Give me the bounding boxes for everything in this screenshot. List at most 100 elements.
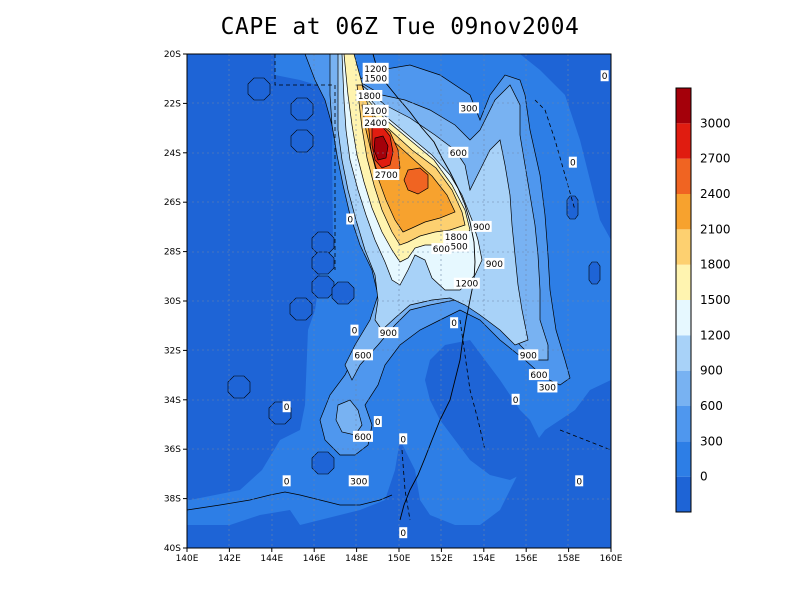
colorbar-segment	[676, 88, 691, 124]
colorbar-segment	[676, 158, 691, 194]
contour-label-bg	[528, 369, 549, 381]
contour-label-bg	[484, 257, 505, 269]
lon-tick-label: 152E	[430, 554, 453, 564]
lat-tick-label: 38S	[164, 495, 181, 505]
lon-tick-label: 142E	[218, 554, 241, 564]
contour-label-bg	[448, 146, 469, 158]
bass-strait-outline	[187, 491, 393, 511]
contour-label: 1800	[358, 92, 381, 102]
colorbar-label: 1800	[700, 258, 731, 272]
contour-label-bg	[431, 243, 452, 255]
lat-axis: 20S 22S 24S 26S 28S 30S 32S 34S 36S 38S 40S	[164, 50, 187, 554]
contour-label-bg	[537, 381, 558, 393]
contour-label: 1800	[445, 233, 468, 243]
contour-label-bg	[443, 240, 470, 252]
contour-label: 0	[347, 215, 353, 225]
colorbar-segment	[676, 123, 691, 159]
lat-tick-label: 36S	[164, 445, 181, 455]
contour-label: 2400	[364, 119, 387, 129]
lon-axis: 140E 142E 144E 146E 148E 150E 152E 154E 156E 158E…	[176, 548, 623, 564]
contour-label: 0	[602, 72, 608, 82]
lon-tick-label: 158E	[557, 554, 580, 564]
lat-tick-label: 20S	[164, 50, 181, 60]
contour-label-bg	[356, 89, 383, 101]
contour-label-bg	[362, 72, 389, 84]
contour-label-bg	[282, 475, 291, 487]
contour-label: 0	[513, 396, 519, 406]
contour-label: 600	[354, 433, 371, 443]
lon-tick-label: 150E	[388, 554, 411, 564]
contour-label-bg	[458, 102, 479, 114]
contour-label-bg	[282, 401, 291, 413]
lat-tick-label: 24S	[164, 149, 181, 159]
lon-tick-label: 156E	[515, 554, 538, 564]
colorbar-segment	[676, 194, 691, 230]
colorbar-label: 1500	[700, 293, 731, 307]
boundary-lines	[274, 54, 611, 521]
colorbar-frame	[675, 87, 692, 513]
contour-label-bg	[600, 70, 609, 82]
map-grid	[187, 54, 611, 548]
lat-tick-label: 40S	[164, 544, 181, 554]
contour-label: 2700	[375, 171, 398, 181]
dark-cells	[227, 77, 601, 475]
contour-label-bg	[575, 475, 584, 487]
colorbar-segment	[676, 264, 691, 300]
contour-label: 0	[375, 418, 381, 428]
contour-label: 900	[473, 223, 490, 233]
lon-tick-label: 154E	[472, 554, 495, 564]
colorbar-segment	[676, 370, 691, 406]
map-field: 0120015003001800210024006000270009001800…	[187, 54, 611, 548]
colorbar-segment	[676, 300, 691, 336]
contour-label-bg	[471, 220, 492, 232]
lon-tick-label: 146E	[303, 554, 326, 564]
contour-label: 900	[380, 329, 397, 339]
inland-dark-region	[187, 54, 335, 500]
colorbar-segment	[676, 229, 691, 265]
colorbar-label: 1200	[700, 328, 731, 342]
contour-label-bg	[362, 117, 389, 129]
contour-label: 600	[450, 149, 467, 159]
contour-label-bg	[453, 277, 480, 289]
colorbar-label: 300	[700, 434, 723, 448]
contour-label-bg	[518, 349, 539, 361]
contour-label-bg	[362, 104, 389, 116]
lat-tick-label: 30S	[164, 297, 181, 307]
contour-label-bg	[378, 327, 399, 339]
contour-label-bg	[511, 393, 520, 405]
colorbar-label: 2400	[700, 187, 731, 201]
contour-label: 300	[350, 477, 367, 487]
lat-tick-label: 34S	[164, 396, 181, 406]
contour-label: 300	[539, 383, 556, 393]
colorbar-segment	[676, 441, 691, 477]
contour-label: 600	[433, 245, 450, 255]
contour-label: 1200	[455, 280, 478, 290]
lat-tick-label: 22S	[164, 99, 181, 109]
contour-label-bg	[568, 156, 577, 168]
contour-label-bg	[362, 62, 389, 74]
contour-label: 0	[284, 477, 290, 487]
lat-tick-label: 26S	[164, 198, 181, 208]
contour-label: 0	[576, 477, 582, 487]
contour-label: 0	[352, 327, 358, 337]
lon-tick-label: 140E	[176, 554, 199, 564]
colorbar-label: 600	[700, 399, 723, 413]
lat-tick-label: 32S	[164, 346, 181, 356]
contour-label: 0	[400, 529, 406, 539]
contour-label: 900	[486, 260, 503, 270]
lon-tick-label: 160E	[600, 554, 623, 564]
contour-labels: 0120015003001800210024006000270009001800…	[282, 62, 609, 539]
contour-label: 600	[354, 351, 371, 361]
contour-label: 1500	[364, 75, 387, 85]
contour-label: 1200	[364, 65, 387, 75]
cape-3000	[373, 135, 389, 161]
colorbar-segment	[676, 406, 691, 442]
colorbar-label: 2700	[700, 152, 731, 166]
contour-label: 1500	[445, 243, 468, 253]
cape-2400-secondary	[403, 167, 429, 195]
colorbar-label: 900	[700, 364, 723, 378]
colorbar-label: 3000	[700, 116, 731, 130]
contour-label: 0	[400, 435, 406, 445]
contour-label-bg	[450, 317, 459, 329]
